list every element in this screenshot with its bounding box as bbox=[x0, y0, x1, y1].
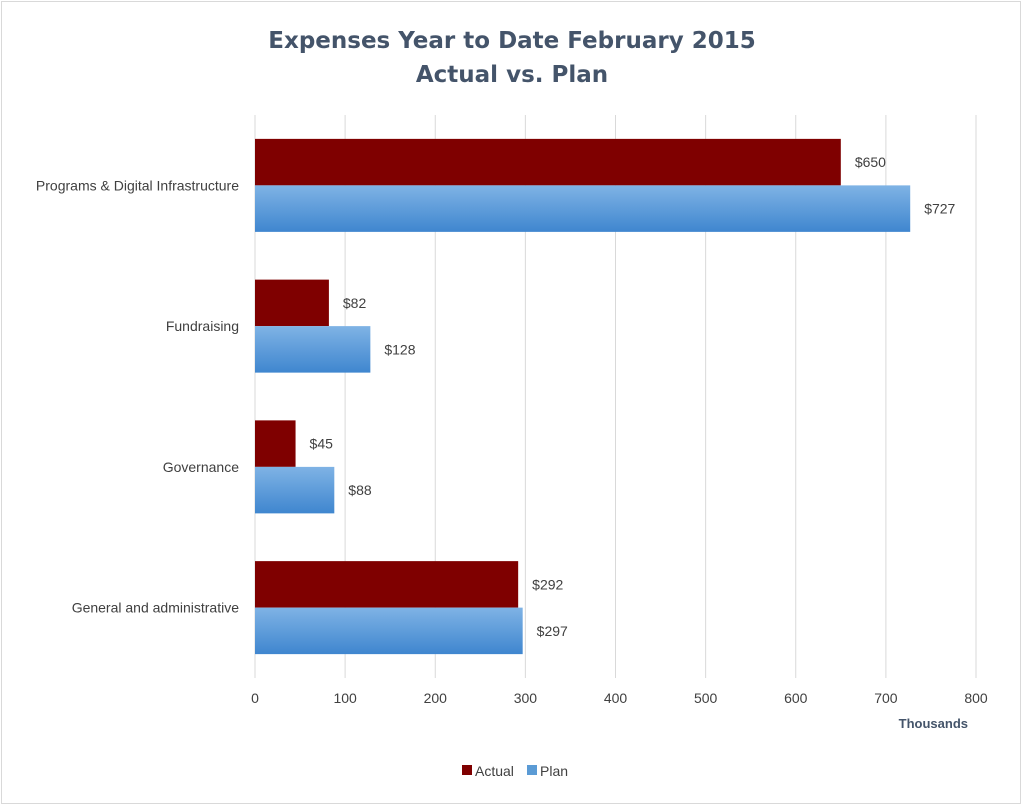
bar-plan[interactable] bbox=[255, 326, 371, 373]
bar-actual[interactable] bbox=[255, 420, 296, 467]
category-label: Governance bbox=[163, 459, 239, 475]
data-label-actual: $82 bbox=[343, 295, 367, 311]
x-tick-label: 300 bbox=[514, 690, 538, 706]
x-tick-label: 0 bbox=[251, 690, 259, 706]
x-tick-label: 400 bbox=[604, 690, 628, 706]
x-tick-label: 800 bbox=[964, 690, 988, 706]
data-label-actual: $45 bbox=[310, 436, 334, 452]
category-label: Programs & Digital Infrastructure bbox=[36, 177, 239, 193]
data-label-plan: $727 bbox=[924, 201, 955, 217]
legend-label-actual[interactable]: Actual bbox=[475, 763, 514, 779]
bars bbox=[255, 138, 911, 655]
legend-swatch-actual[interactable] bbox=[462, 765, 472, 775]
bar-actual[interactable] bbox=[255, 561, 519, 608]
x-tick-label: 100 bbox=[333, 690, 357, 706]
category-label: General and administrative bbox=[72, 600, 240, 616]
bar-actual[interactable] bbox=[255, 138, 841, 186]
labels: 0 100 200 300 400 500 600 700 800 Programs & Digi… bbox=[36, 154, 988, 706]
data-label-plan: $297 bbox=[537, 623, 568, 639]
chart-title-line-2: Actual vs. Plan bbox=[416, 62, 608, 88]
bar-plan[interactable] bbox=[255, 607, 523, 655]
category-label: Fundraising bbox=[166, 318, 239, 334]
chart-title-line-1: Expenses Year to Date February 2015 bbox=[268, 28, 755, 54]
bar-plan[interactable] bbox=[255, 185, 911, 232]
data-label-plan: $128 bbox=[384, 341, 415, 357]
x-tick-label: 200 bbox=[424, 690, 448, 706]
x-tick-label: 500 bbox=[694, 690, 718, 706]
x-axis-title: Thousands bbox=[899, 716, 968, 731]
legend-label-plan[interactable]: Plan bbox=[540, 763, 568, 779]
x-tick-label: 700 bbox=[874, 690, 898, 706]
legend-swatch-plan[interactable] bbox=[527, 765, 537, 775]
data-label-actual: $292 bbox=[532, 576, 563, 592]
bar-actual[interactable] bbox=[255, 279, 329, 327]
data-label-plan: $88 bbox=[348, 482, 372, 498]
bar-plan[interactable] bbox=[255, 466, 335, 514]
data-label-actual: $650 bbox=[855, 154, 886, 170]
legend[interactable]: Actual Plan bbox=[462, 763, 568, 779]
x-tick-label: 600 bbox=[784, 690, 808, 706]
